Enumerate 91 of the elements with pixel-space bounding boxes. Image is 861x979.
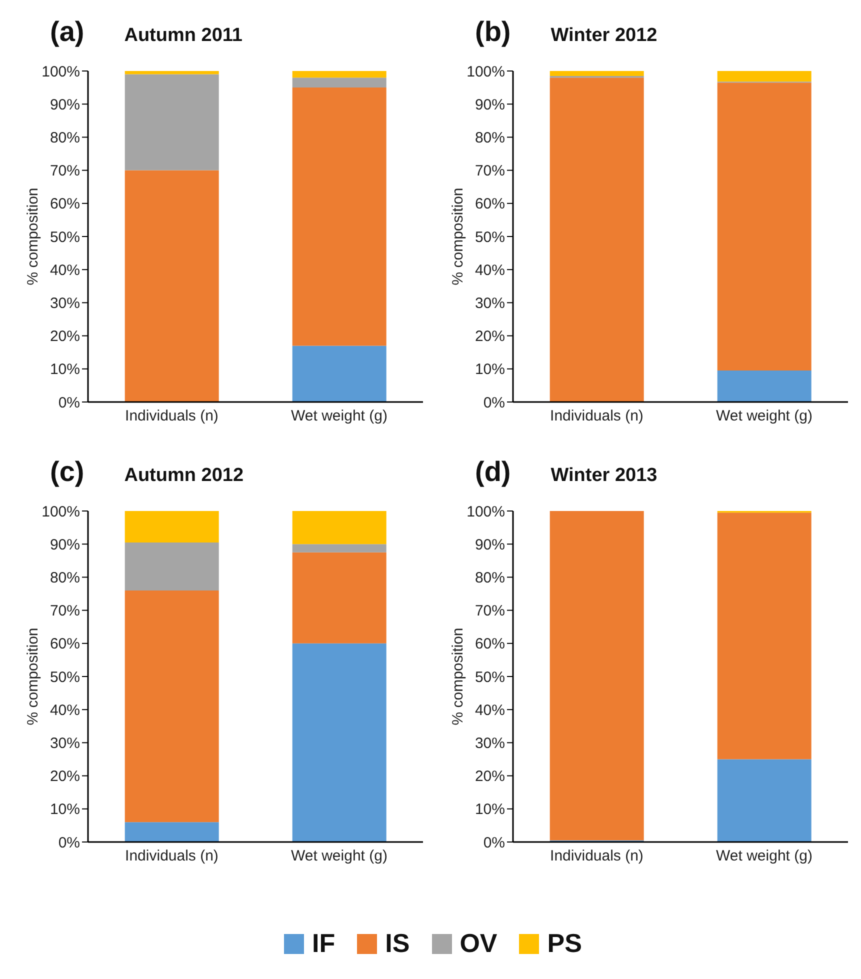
- x-tick-label: Individuals (n): [125, 848, 218, 865]
- y-tick-label: 50%: [50, 668, 80, 686]
- bar: [717, 512, 812, 760]
- bar: [292, 88, 386, 346]
- y-tick-label: 30%: [474, 295, 505, 312]
- y-tick-label: 10%: [50, 801, 80, 818]
- y-axis-title: % composition: [24, 188, 42, 286]
- y-tick-label: 0%: [483, 394, 505, 412]
- chart-title: Winter 2012: [550, 25, 658, 47]
- y-tick-label: 80%: [474, 130, 505, 147]
- text: (c): [50, 456, 84, 488]
- legend-label: PS: [547, 928, 582, 959]
- y-tick-label: 50%: [474, 668, 505, 686]
- chart-title: Autumn 2012: [124, 465, 244, 487]
- y-axis-title: % composition: [449, 628, 466, 726]
- bar: [292, 643, 386, 842]
- y-axis-title: % composition: [24, 628, 42, 726]
- y-tick-label: 40%: [50, 262, 80, 279]
- bar: [292, 511, 386, 544]
- y-tick-label: 70%: [50, 602, 80, 620]
- y-tick-label: 0%: [58, 394, 80, 412]
- bar: [124, 511, 219, 542]
- text: (b): [475, 16, 511, 48]
- text: (d): [475, 456, 511, 488]
- x-tick-label: Wet weight (g): [716, 848, 812, 865]
- y-tick-label: 80%: [50, 130, 80, 147]
- bar: [124, 542, 219, 590]
- y-tick-label: 40%: [474, 702, 505, 719]
- y-tick-label: 100%: [42, 503, 80, 520]
- y-tick-label: 50%: [50, 228, 80, 246]
- y-tick-label: 0%: [483, 834, 505, 852]
- bar: [124, 590, 219, 822]
- y-tick-label: 90%: [50, 536, 80, 554]
- bar: [717, 759, 812, 842]
- y-tick-label: 30%: [50, 295, 80, 312]
- y-tick-label: 10%: [474, 361, 505, 378]
- bar: [550, 511, 644, 840]
- y-axis-title: % composition: [449, 188, 466, 286]
- y-tick-label: 60%: [50, 636, 80, 653]
- y-tick-label: 100%: [42, 63, 80, 80]
- y-tick-label: 60%: [50, 196, 80, 213]
- y-tick-label: 100%: [466, 63, 505, 80]
- legend-label: IS: [385, 928, 410, 959]
- bar: [550, 78, 644, 402]
- x-tick-label: Wet weight (g): [716, 408, 812, 425]
- chart-title: Autumn 2011: [124, 25, 242, 47]
- y-tick-label: 10%: [50, 361, 80, 378]
- y-tick-label: 80%: [474, 570, 505, 587]
- x-tick-label: Wet weight (g): [291, 408, 388, 425]
- bar: [717, 71, 812, 82]
- y-tick-label: 40%: [474, 262, 505, 279]
- x-tick-label: Individuals (n): [125, 408, 218, 425]
- x-tick-label: Wet weight (g): [291, 848, 388, 865]
- y-tick-label: 60%: [474, 196, 505, 213]
- x-tick-label: Individuals (n): [550, 848, 644, 865]
- y-tick-label: 20%: [50, 328, 80, 346]
- y-tick-label: 90%: [50, 96, 80, 114]
- bar: [292, 71, 386, 78]
- bar: [292, 78, 386, 88]
- y-tick-label: 40%: [50, 702, 80, 719]
- y-tick-label: 70%: [474, 162, 505, 180]
- bar: [124, 74, 219, 170]
- y-tick-label: 70%: [50, 162, 80, 180]
- x-tick-label: Individuals (n): [550, 408, 644, 425]
- y-tick-label: 30%: [50, 735, 80, 752]
- bar: [292, 552, 386, 644]
- bar: [292, 544, 386, 552]
- bar: [292, 346, 386, 402]
- y-tick-label: 90%: [474, 96, 505, 114]
- bar: [124, 170, 219, 402]
- bar: [124, 71, 219, 74]
- y-tick-label: 60%: [474, 636, 505, 653]
- text: (a): [50, 16, 84, 48]
- legend-label: IF: [312, 928, 336, 959]
- bar: [124, 822, 219, 842]
- bar: [717, 82, 812, 371]
- y-tick-label: 10%: [474, 801, 505, 818]
- chart-title: Winter 2013: [550, 465, 658, 487]
- y-tick-label: 50%: [474, 228, 505, 246]
- bar: [717, 370, 812, 402]
- y-tick-label: 100%: [466, 503, 505, 520]
- bar: [550, 71, 644, 76]
- y-tick-label: 90%: [474, 536, 505, 554]
- y-tick-label: 70%: [474, 602, 505, 620]
- y-tick-label: 20%: [50, 768, 80, 786]
- y-tick-label: 30%: [474, 735, 505, 752]
- y-tick-label: 20%: [474, 768, 505, 786]
- y-tick-label: 80%: [50, 570, 80, 587]
- y-tick-label: 20%: [474, 328, 505, 346]
- y-tick-label: 0%: [58, 834, 80, 852]
- legend-label: OV: [460, 928, 498, 959]
